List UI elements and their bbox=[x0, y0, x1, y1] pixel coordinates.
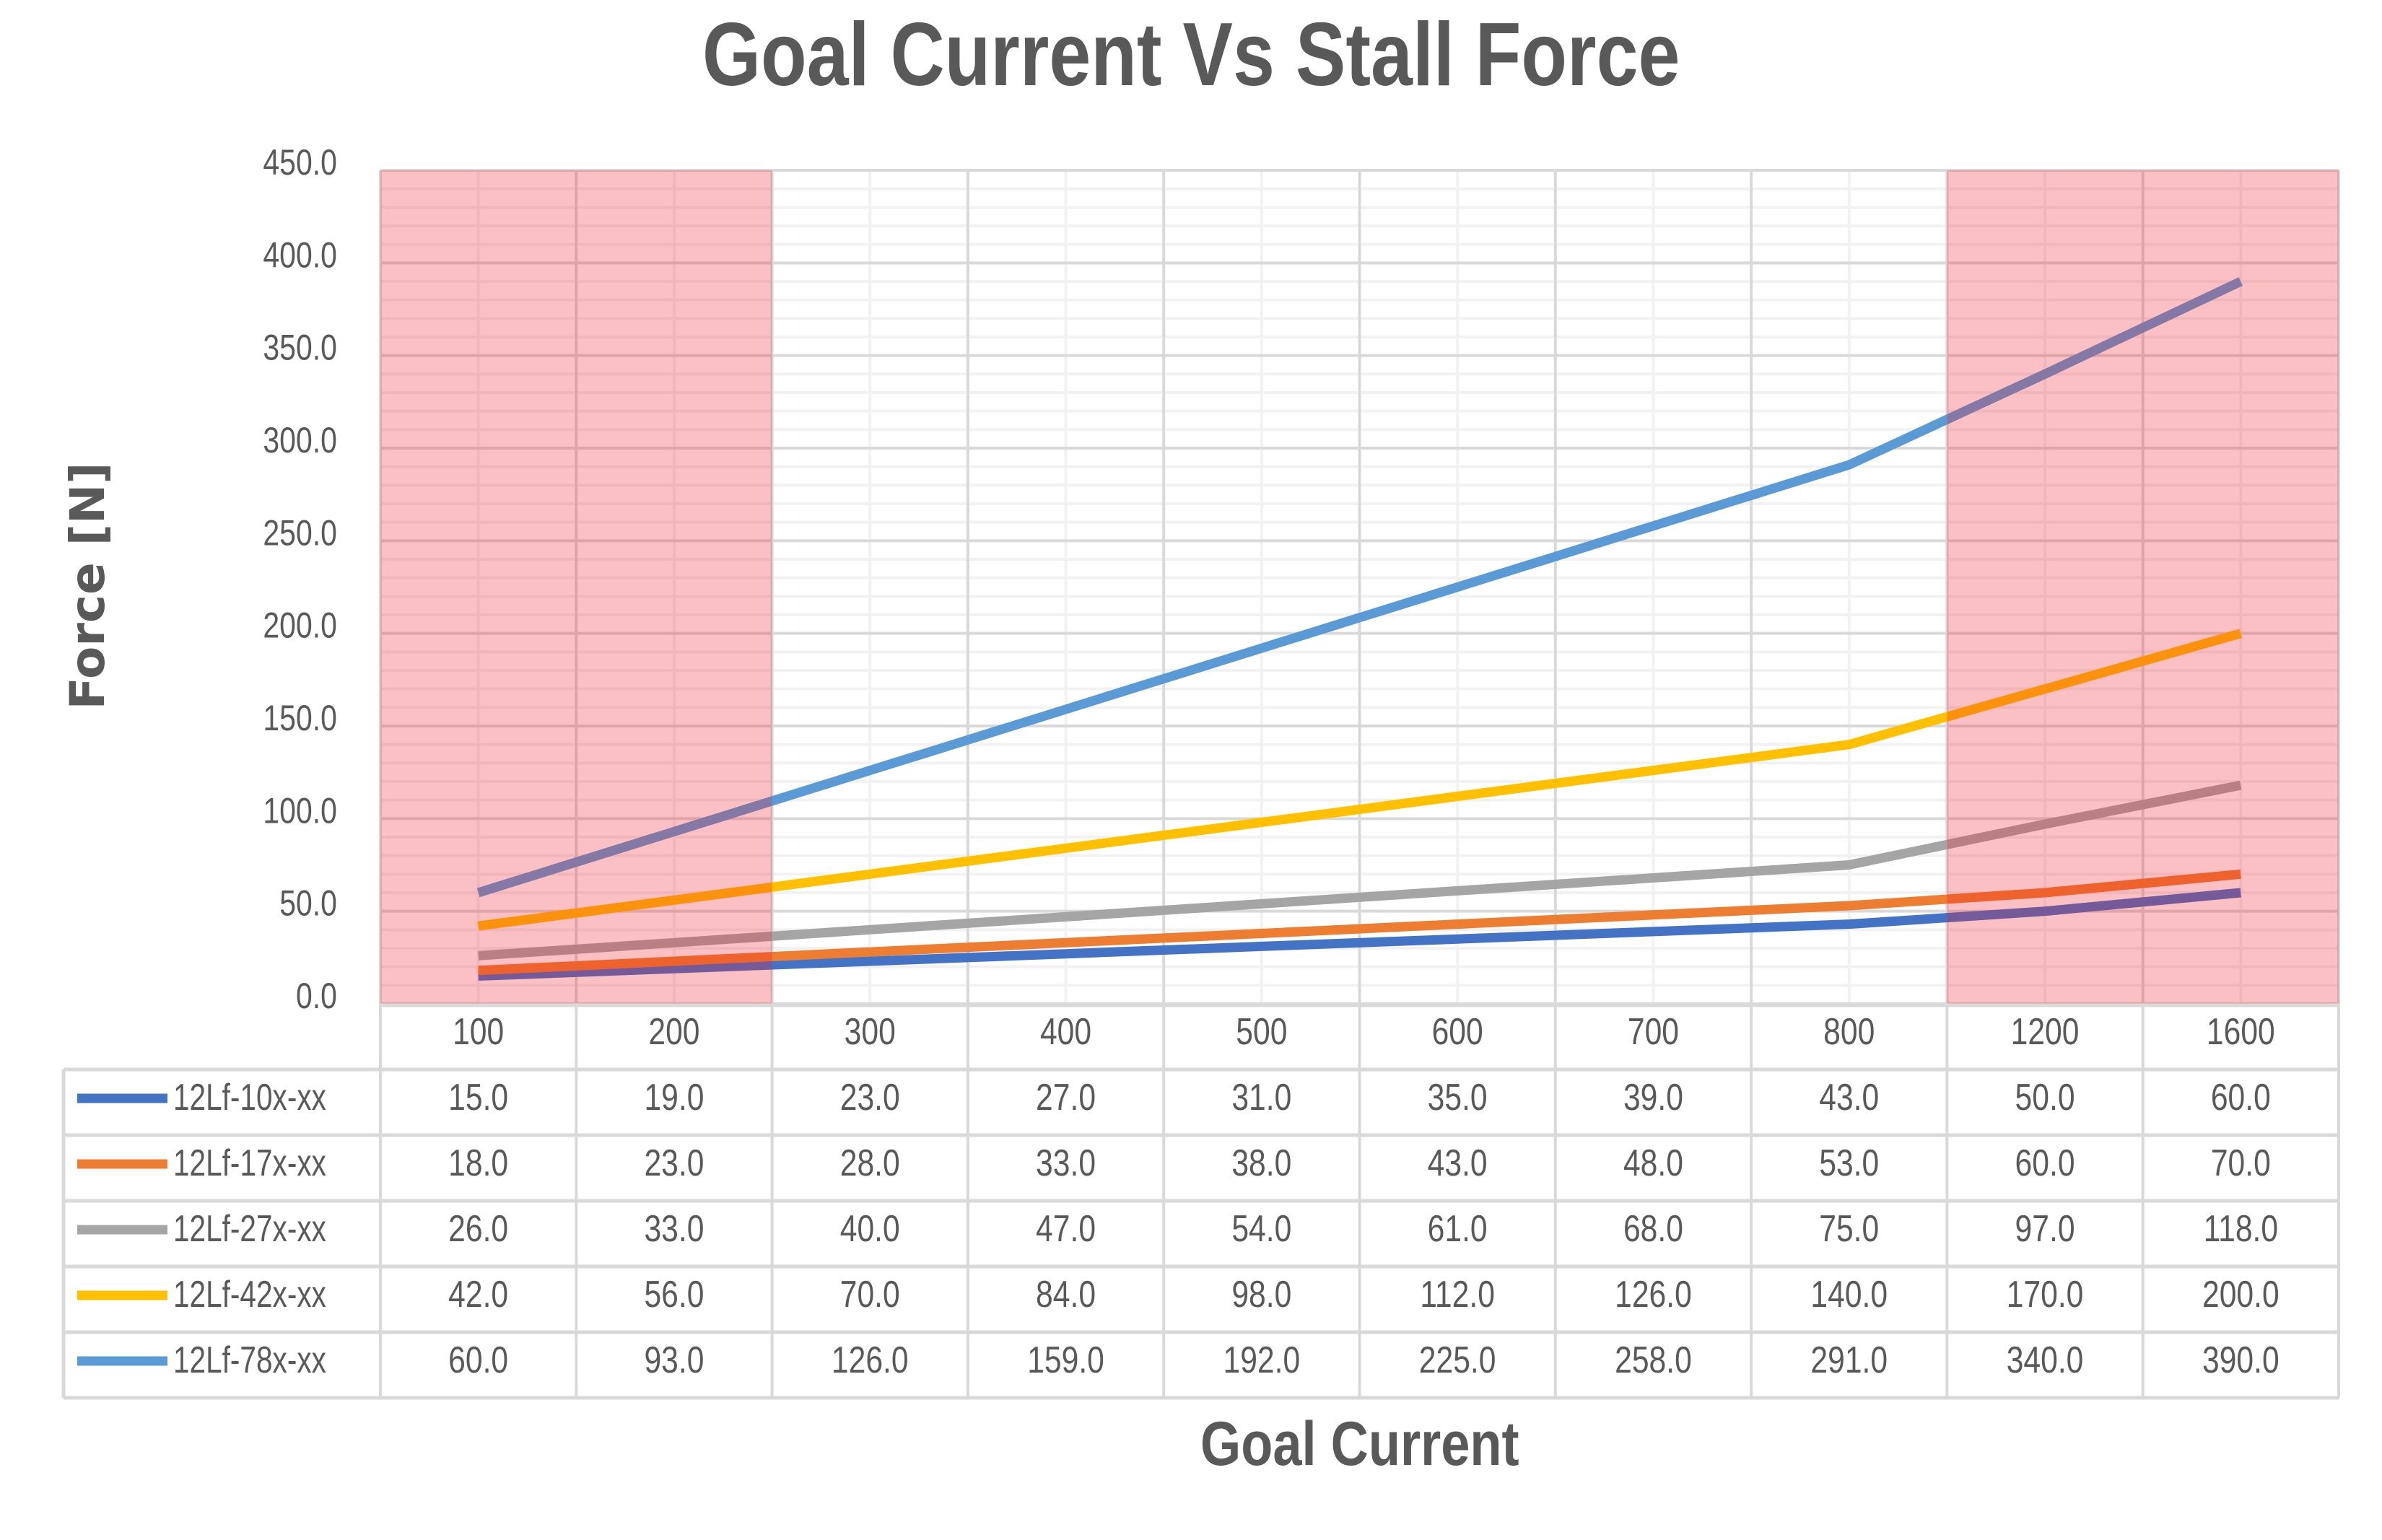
y-tick-label: 450.0 bbox=[263, 142, 337, 183]
legend-label: 12Lf-17x-xx bbox=[173, 1142, 326, 1184]
table-cell: 47.0 bbox=[1036, 1208, 1096, 1250]
table-cell: 97.0 bbox=[2015, 1208, 2075, 1250]
table-cell: 390.0 bbox=[2202, 1339, 2280, 1381]
legend-label: 12Lf-10x-xx bbox=[173, 1076, 326, 1118]
category-label: 600 bbox=[1432, 1011, 1483, 1053]
table-cell: 42.0 bbox=[448, 1274, 508, 1316]
category-label: 1600 bbox=[2207, 1011, 2275, 1053]
table-cell: 28.0 bbox=[840, 1142, 900, 1184]
table-cell: 54.0 bbox=[1231, 1208, 1291, 1250]
table-cell: 192.0 bbox=[1223, 1339, 1301, 1381]
data-table: 100 200 300 400 500 600 700 800 1200 1600 12Lf-10x… bbox=[61, 1003, 2340, 1400]
y-axis-ticks: 0.0 50.0 100.0 150.0 200.0 250.0 300.0 350.0 400… bbox=[263, 142, 337, 1016]
y-tick-label: 150.0 bbox=[263, 698, 337, 738]
table-cell: 60.0 bbox=[2015, 1142, 2075, 1184]
table-cell: 200.0 bbox=[2202, 1274, 2280, 1316]
category-label: 1200 bbox=[2011, 1011, 2080, 1053]
table-cell: 70.0 bbox=[840, 1274, 900, 1316]
table-cell: 225.0 bbox=[1419, 1339, 1496, 1381]
table-cell: 23.0 bbox=[840, 1077, 900, 1119]
category-label: 400 bbox=[1040, 1011, 1091, 1053]
category-label: 300 bbox=[845, 1011, 896, 1053]
table-cell: 53.0 bbox=[1819, 1142, 1879, 1184]
highlight-region bbox=[380, 170, 772, 1004]
table-cell: 56.0 bbox=[644, 1274, 704, 1316]
series-lines bbox=[476, 277, 2243, 981]
y-tick-label: 0.0 bbox=[296, 976, 337, 1016]
table-cell: 18.0 bbox=[448, 1142, 508, 1184]
table-cell: 159.0 bbox=[1027, 1339, 1104, 1381]
category-label: 700 bbox=[1628, 1011, 1679, 1053]
table-cell: 258.0 bbox=[1615, 1339, 1692, 1381]
table-cell: 70.0 bbox=[2211, 1142, 2271, 1184]
table-cell: 61.0 bbox=[1428, 1208, 1488, 1250]
legend-label: 12Lf-78x-xx bbox=[173, 1339, 326, 1381]
table-cell: 60.0 bbox=[2211, 1077, 2271, 1119]
y-tick-label: 200.0 bbox=[263, 605, 337, 646]
table-cell: 93.0 bbox=[644, 1339, 704, 1381]
category-label: 200 bbox=[648, 1011, 699, 1053]
table-cell: 19.0 bbox=[644, 1077, 704, 1119]
y-tick-label: 350.0 bbox=[263, 328, 337, 368]
table-cell: 126.0 bbox=[832, 1339, 909, 1381]
table-cell: 48.0 bbox=[1623, 1142, 1683, 1184]
chart-title: Goal Current Vs Stall Force bbox=[0, 10, 2382, 100]
table-cell: 340.0 bbox=[2007, 1339, 2084, 1381]
table-cell: 291.0 bbox=[1810, 1339, 1888, 1381]
table-cell: 26.0 bbox=[448, 1208, 508, 1250]
chart-title-text: Goal Current Vs Stall Force bbox=[702, 5, 1680, 105]
legend-label: 12Lf-27x-xx bbox=[173, 1207, 326, 1249]
y-tick-label: 100.0 bbox=[263, 790, 337, 831]
table-cell: 112.0 bbox=[1420, 1274, 1495, 1316]
table-cell: 15.0 bbox=[448, 1077, 508, 1119]
table-cell: 50.0 bbox=[2015, 1077, 2075, 1119]
table-cell: 40.0 bbox=[840, 1208, 900, 1250]
table-cell: 98.0 bbox=[1231, 1274, 1291, 1316]
series-line-12Lf-27x-xx bbox=[478, 780, 2242, 961]
y-tick-label: 50.0 bbox=[279, 883, 337, 924]
table-cell: 60.0 bbox=[448, 1339, 508, 1381]
highlight-region bbox=[1947, 170, 2339, 1004]
series-line-12Lf-17x-xx bbox=[478, 869, 2241, 976]
table-cell: 140.0 bbox=[1810, 1274, 1888, 1316]
table-cell: 170.0 bbox=[2007, 1274, 2084, 1316]
table-cell: 35.0 bbox=[1428, 1077, 1488, 1119]
table-cell: 68.0 bbox=[1623, 1208, 1683, 1250]
table-cell: 39.0 bbox=[1623, 1077, 1683, 1119]
category-label: 100 bbox=[453, 1011, 504, 1053]
table-cell: 31.0 bbox=[1231, 1077, 1291, 1119]
table-cell: 33.0 bbox=[644, 1208, 704, 1250]
table-cell: 118.0 bbox=[2204, 1208, 2279, 1250]
table-cell: 23.0 bbox=[644, 1142, 704, 1184]
category-label: 500 bbox=[1236, 1011, 1287, 1053]
highlight-regions bbox=[380, 170, 2339, 1004]
table-cell: 126.0 bbox=[1615, 1274, 1692, 1316]
category-label: 800 bbox=[1823, 1011, 1875, 1053]
table-cell: 33.0 bbox=[1036, 1142, 1096, 1184]
table-cell: 27.0 bbox=[1036, 1077, 1096, 1119]
y-tick-label: 400.0 bbox=[263, 235, 337, 275]
x-axis-label-text: Goal Current bbox=[1200, 1409, 1519, 1479]
table-cell: 84.0 bbox=[1036, 1274, 1096, 1316]
legend-label: 12Lf-42x-xx bbox=[173, 1273, 326, 1315]
table-cell: 38.0 bbox=[1231, 1142, 1291, 1184]
table-cell: 75.0 bbox=[1819, 1208, 1879, 1250]
x-axis-label: Goal Current bbox=[380, 1412, 2339, 1476]
series-line-12Lf-10x-xx bbox=[478, 888, 2241, 981]
series-line-12Lf-42x-xx bbox=[477, 629, 2243, 931]
table-cell: 43.0 bbox=[1428, 1142, 1488, 1184]
table-cell: 43.0 bbox=[1819, 1077, 1879, 1119]
y-tick-label: 300.0 bbox=[263, 420, 337, 460]
y-tick-label: 250.0 bbox=[263, 512, 337, 553]
series-line-12Lf-78x-xx bbox=[476, 277, 2243, 898]
